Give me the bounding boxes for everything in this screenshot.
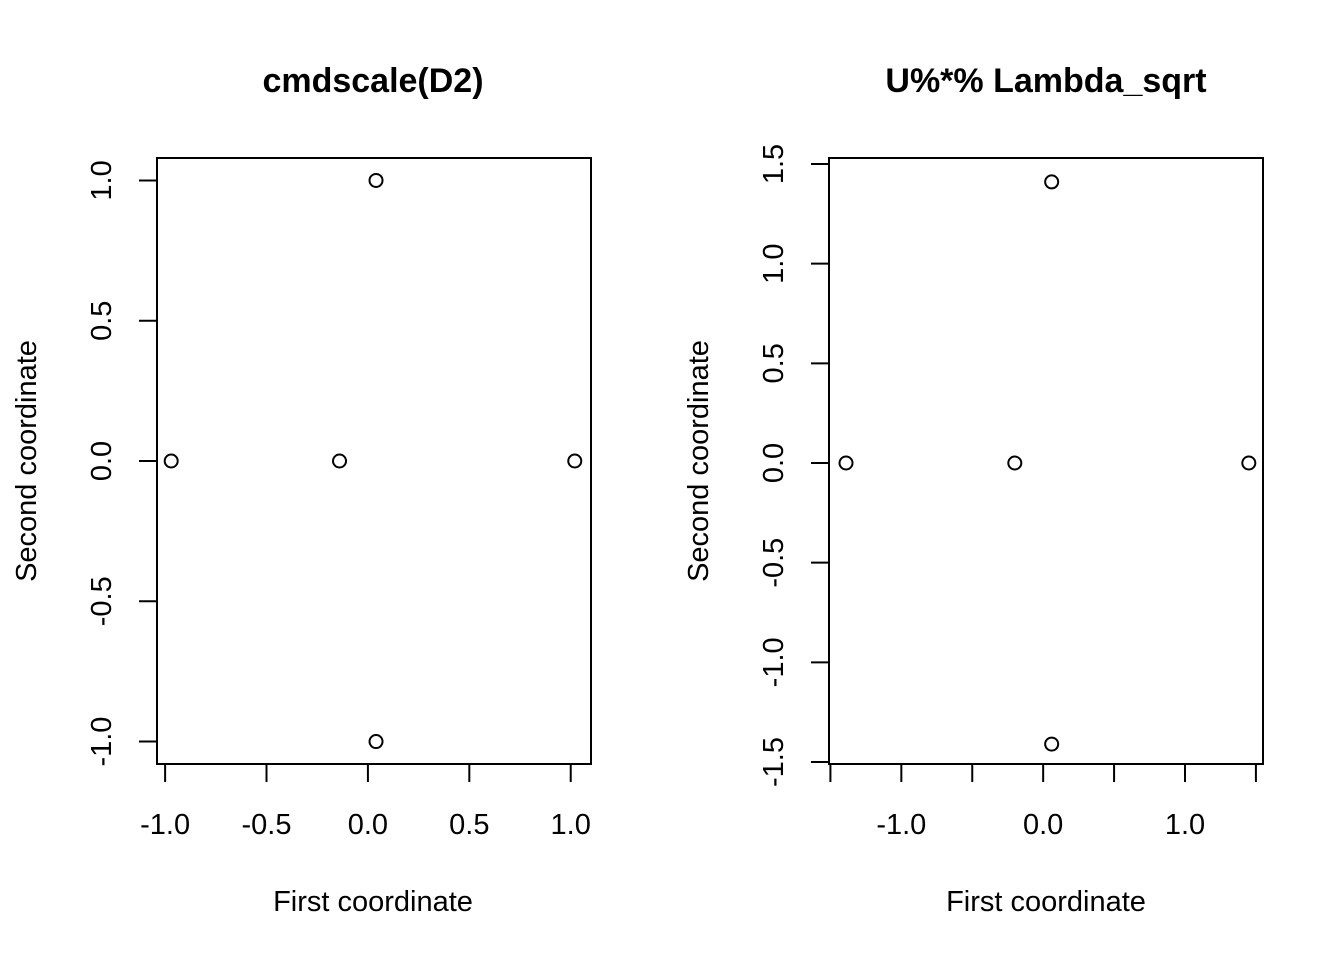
left-x-tick-label: 0.0 <box>348 809 388 841</box>
left-x-tick-label: -0.5 <box>242 809 292 841</box>
left-plot-frame <box>156 157 592 765</box>
left-y-tick-label: -0.5 <box>86 576 118 626</box>
right-y-tick-label: -1.0 <box>758 637 790 687</box>
right-x-axis-label: First coordinate <box>946 886 1146 918</box>
left-y-tick-label: -1.0 <box>86 717 118 767</box>
right-y-tick-label: 1.0 <box>758 243 790 283</box>
left-y-tick-label: 1.0 <box>86 160 118 200</box>
right-y-tick-label: -0.5 <box>758 538 790 588</box>
left-data-point <box>567 453 583 469</box>
right-y-axis-label: Second coordinate <box>683 340 715 582</box>
right-data-point <box>1044 736 1060 752</box>
left-data-point <box>368 734 384 750</box>
right-y-tick-label: 0.5 <box>758 343 790 383</box>
right-data-point <box>1044 174 1060 190</box>
left-y-tick-label: 0.5 <box>86 301 118 341</box>
left-scatter-panel: cmdscale(D2) First coordinate Second coo… <box>11 62 592 918</box>
left-x-tick-label: -1.0 <box>140 809 190 841</box>
left-y-tick-label: 0.0 <box>86 441 118 481</box>
right-data-point <box>838 455 854 471</box>
right-data-point <box>1007 455 1023 471</box>
right-x-tick-label: 0.0 <box>1023 809 1063 841</box>
right-y-tick-label: 1.5 <box>758 144 790 184</box>
right-y-tick-label: 0.0 <box>758 443 790 483</box>
right-data-point <box>1241 455 1257 471</box>
right-scatter-panel: U%*% Lambda_sqrt First coordinate Second… <box>683 62 1264 918</box>
left-x-tick-label: 1.0 <box>551 809 591 841</box>
right-y-tick-label: -1.5 <box>758 737 790 787</box>
left-x-tick-label: 0.5 <box>449 809 489 841</box>
right-plot-frame <box>828 157 1264 765</box>
left-y-axis-label: Second coordinate <box>11 340 43 582</box>
left-data-point <box>332 453 348 469</box>
left-data-point <box>163 453 179 469</box>
right-chart-title: U%*% Lambda_sqrt <box>885 62 1206 100</box>
left-data-point <box>368 172 384 188</box>
right-x-tick-label: 1.0 <box>1165 809 1205 841</box>
right-x-tick-label: -1.0 <box>876 809 926 841</box>
left-x-axis-label: First coordinate <box>273 886 473 918</box>
left-chart-title: cmdscale(D2) <box>262 62 483 100</box>
